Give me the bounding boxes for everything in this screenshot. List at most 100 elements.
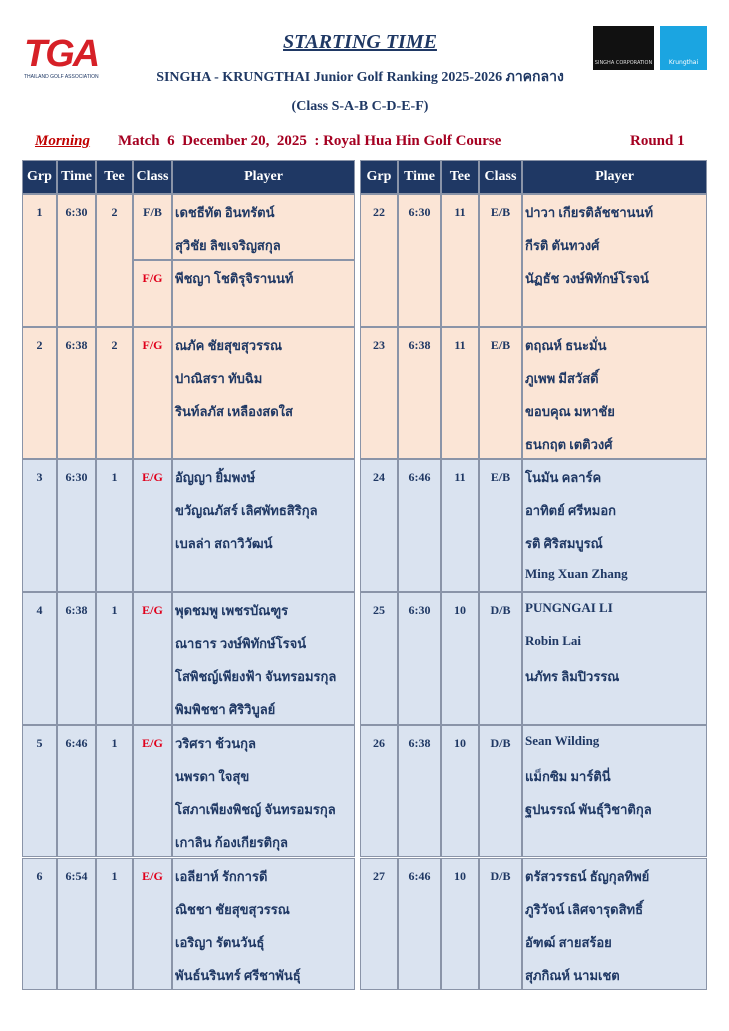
header-cell: Player [172,160,355,194]
sponsor-logo: Krungthai [660,26,707,70]
class: E/G [142,735,163,750]
cell-player [522,724,707,858]
cell-player [172,724,355,858]
grp: 4 [36,603,43,618]
player: ปาวา เกียรติลัชชานนท์ [525,205,654,220]
player: PUNGNGAI LI [525,600,613,616]
match-info: Match 6 December 20, 2025 : Royal Hua Hi… [118,133,502,149]
class: E/B [490,470,511,485]
class: D/B [490,603,511,618]
cell-player [522,592,707,725]
time: 6:30 [65,205,88,219]
cell-tee: 10 [441,592,479,725]
class: D/B [490,735,511,750]
grp: 3 [36,470,43,485]
player: ขวัญณภัสร์ เลิศพัทธสิริกุล [175,503,318,519]
player: เอริญา รัตนวันธุ์ [175,934,265,950]
player: แม็กซิม มาร์ตินี่ [525,768,611,784]
class: F/G [142,271,163,285]
class: E/G [142,470,163,485]
cell-class: F/G [133,260,172,327]
time: 6:38 [408,337,431,352]
header-cell: Grp [22,160,57,194]
player: ภูริวัจน์ เลิศจารุดสิทธิ์ [525,901,644,917]
header-cell: Class [133,160,172,194]
cell-class: F/G [133,326,172,460]
class: F/B [143,205,162,219]
player: นภัทร ลิมปิวรรณ [525,669,620,685]
cell-class: E/G [133,857,172,991]
logo: TGA THAILAND GOLF ASSOCIATION [24,34,114,80]
player: พีชญา โชติรุจิรานนท์ [175,271,294,286]
player: Ming Xuan Zhang [525,566,628,582]
player: เดชธีทัต อินทรัตน์ [175,205,275,220]
grp: 6 [36,868,43,883]
cell-class: D/B [479,724,522,858]
player: ณภัค ชัยสุขสุวรรณ [175,337,283,353]
cell-class: E/B [479,326,522,460]
class: E/G [142,868,163,883]
tee: 1 [111,868,118,883]
tee: 1 [111,735,118,750]
cell-tee: 11 [441,459,479,593]
round: Round 1 [630,133,685,149]
cell-player [522,194,707,327]
time: 6:38 [65,337,88,352]
tee: 10 [454,735,466,750]
cell-time: 6:38 [398,724,441,858]
grp: 1 [36,205,43,219]
player: ปาณิสรา ทับฉิม [175,370,263,386]
cell-grp: 23 [360,326,398,460]
cell-class: E/B [479,459,522,593]
header-cell: Grp [360,160,398,194]
header-cell: Tee [96,160,133,194]
cell-tee: 2 [96,194,133,327]
cell-player [172,326,355,460]
player: เบลล่า สถาวิวัฒน์ [175,536,273,552]
player: รติ ศิริสมบูรณ์ [525,536,603,552]
subtitle: SINGHA - KRUNGTHAI Junior Golf Ranking 2… [156,70,564,85]
class: E/B [490,205,511,219]
header-cell: Time [57,160,96,194]
title: STARTING TIME [283,31,437,53]
player: สุวิชัย ลิขเจริญสกุล [175,238,281,253]
cell-class: E/B [479,194,522,327]
header-cell: Player [522,160,707,194]
time: 6:54 [65,868,88,883]
grp: 5 [36,735,43,750]
logo-text: TGA [24,33,100,75]
player: ตรัสวรรธน์ ธัญกุลทิพย์ [525,868,650,884]
player: พันธ์นรินทร์ ศรีชาพันธุ์ [175,967,301,983]
player: ธนกฤต เตติวงศ์ [525,436,613,452]
class: F/G [142,337,163,352]
cell-player [522,459,707,593]
player: ฐปนรรณ์ พันธุ์วิชาติกุล [525,801,652,817]
player: สุภกิณห์ นามเชต [525,967,620,983]
cell-grp: 24 [360,459,398,593]
cell-player [172,592,355,725]
cell-tee: 11 [441,326,479,460]
cell-player [522,326,707,460]
player: นัฏธัช วงษ์พิทักษ์โรจน์ [525,271,649,286]
grp: 26 [373,735,385,750]
grp: 27 [373,868,385,883]
session: Morning [35,133,91,149]
cell-grp: 22 [360,194,398,327]
tee: 10 [454,603,466,618]
cell-time: 6:38 [57,592,96,725]
player: โสภาเพียงพิชญ์ จันทรอมรกุล [175,801,336,817]
cell-player [172,260,355,327]
cell-tee: 2 [96,326,133,460]
cell-player [172,459,355,593]
class-list: (Class S-A-B C-D-E-F) [291,99,429,114]
cell-time: 6:46 [398,857,441,991]
class: E/B [490,337,511,352]
cell-tee: 1 [96,592,133,725]
grp: 23 [373,337,385,352]
player: ตฤณห์ ธนะมั่น [525,337,607,353]
player: ภูเพพ มีสวัสดิ์ [525,370,599,386]
cell-time: 6:30 [57,459,96,593]
player: ณาธาร วงษ์พิทักษ์โรจน์ [175,636,307,652]
player: รินท์ลภัส เหลืองสดใส [175,403,293,419]
